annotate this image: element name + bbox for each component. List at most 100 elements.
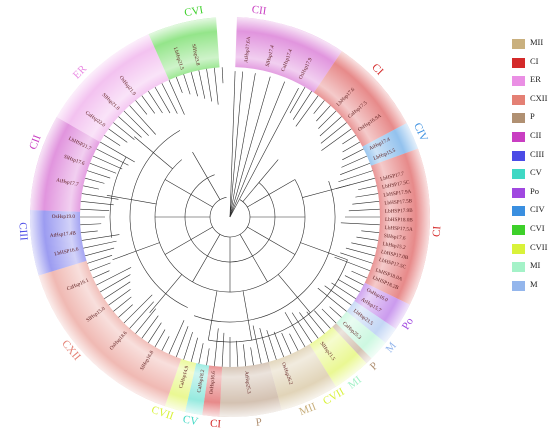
inner-branch xyxy=(247,179,296,208)
clade-label-ci: CI xyxy=(210,418,222,431)
leaf-branch xyxy=(141,95,156,114)
leaf-branch xyxy=(299,312,319,339)
leaf-branch xyxy=(355,193,379,198)
legend-item-ci: CI xyxy=(512,55,550,74)
legend-swatch xyxy=(512,131,525,142)
leaf-label: LbHSP17.9B xyxy=(385,208,414,215)
legend-item-mi: MI xyxy=(512,259,550,278)
inner-branch xyxy=(192,234,221,283)
leaf-label: AtHsp17.6A xyxy=(243,36,252,63)
leaf-branch xyxy=(289,333,299,351)
leaf-branch xyxy=(316,105,331,122)
legend-item-cii: CII xyxy=(512,129,550,148)
leaf-branch xyxy=(295,95,319,127)
leaf-branch xyxy=(96,148,129,166)
leaf-label: CaHsp18.2 xyxy=(196,369,206,393)
leaf-branch xyxy=(81,193,119,200)
inner-branch xyxy=(164,226,213,255)
legend-swatch xyxy=(512,39,525,49)
legend-swatch xyxy=(512,187,525,198)
leaf-branch xyxy=(321,308,337,324)
legend-item-m: M xyxy=(512,278,550,297)
leaf-branch xyxy=(292,91,312,120)
inner-branch xyxy=(302,184,351,198)
legend-swatch xyxy=(512,169,525,180)
leaf-branch xyxy=(351,242,377,249)
leaf-label: OsHsp19.0 xyxy=(52,214,76,220)
legend-item-mii: MII xyxy=(512,36,550,55)
leaf-branch xyxy=(148,91,163,114)
leaf-branch xyxy=(342,135,356,145)
inner-branch xyxy=(134,136,173,170)
leaf-branch xyxy=(206,68,212,102)
leaf-branch xyxy=(175,326,189,358)
leaf-branch xyxy=(190,337,198,362)
leaf-branch xyxy=(214,67,219,105)
leaf-branch xyxy=(334,256,371,272)
clade-label-cv: CV xyxy=(182,413,199,428)
leaf-branch xyxy=(340,252,373,264)
leaf-branch xyxy=(259,328,270,362)
legend-label: CIV xyxy=(530,204,545,215)
leaf-branch xyxy=(83,185,99,190)
legend-item-cvi: CVI xyxy=(512,222,550,241)
legend-item-cvii: CVII xyxy=(512,241,550,260)
leaf-branch xyxy=(118,304,133,318)
inner-branch xyxy=(192,151,221,200)
inner-branch xyxy=(242,290,253,341)
leaf-label: LbHSP18.0B xyxy=(385,217,413,223)
leaf-branch xyxy=(161,336,170,351)
legend-label: CVI xyxy=(530,222,545,233)
leaf-label: AtHsp17.7 xyxy=(56,177,80,188)
leaf-branch xyxy=(351,270,368,279)
leaf-branch xyxy=(183,331,193,360)
leaf-branch xyxy=(198,70,206,99)
leaf-branch xyxy=(89,262,111,272)
leaf-branch xyxy=(108,128,128,143)
leaf-label: LbHSP17.5B xyxy=(384,198,413,206)
inner-branch xyxy=(149,274,183,313)
leaf-label: SlHsp17.6 xyxy=(383,233,406,242)
leaf-branch xyxy=(80,208,110,211)
legend-label: P xyxy=(530,111,535,122)
leaf-branch xyxy=(96,267,132,286)
leaf-label: OsHsp16.6 xyxy=(209,370,217,394)
leaf-label: LbHSP17.9A xyxy=(383,189,412,199)
legend-label: CXII xyxy=(530,92,548,103)
legend-label: Po xyxy=(530,185,539,196)
leaf-branch xyxy=(89,162,117,174)
leaf-branch xyxy=(341,155,368,168)
inner-branch xyxy=(164,179,213,208)
leaf-branch xyxy=(129,105,156,135)
leaf-branch xyxy=(340,162,371,175)
clade-label-cii: CII xyxy=(27,133,44,151)
leaf-branch xyxy=(348,208,380,212)
leaf-label: LbHsp15.2 xyxy=(382,241,406,251)
leaf-branch xyxy=(321,128,352,151)
leaf-branch xyxy=(168,320,185,355)
root-branch xyxy=(229,87,299,218)
root-branch xyxy=(229,73,256,218)
legend-swatch xyxy=(512,94,525,105)
legend-item-cv: CV xyxy=(512,166,550,185)
legend-label: CII xyxy=(530,129,542,140)
leaf-branch xyxy=(250,347,254,366)
leaf-branch xyxy=(352,201,380,205)
leaf-branch xyxy=(168,79,185,115)
leaf-branch xyxy=(135,308,156,334)
legend-label: ER xyxy=(530,74,541,85)
legend-item-po: Po xyxy=(512,185,550,204)
clade-label-p: P xyxy=(255,416,263,429)
legend-swatch xyxy=(512,243,525,254)
leaf-branch xyxy=(148,322,162,343)
leaf-branch xyxy=(236,340,239,367)
leaf-branch xyxy=(129,301,154,329)
leaf-branch xyxy=(87,170,111,179)
leaf-branch xyxy=(273,331,285,358)
legend-item-civ: CIV xyxy=(512,203,550,222)
leaf-branch xyxy=(318,110,337,129)
leaf-branch xyxy=(342,148,364,161)
legend-label: M xyxy=(530,278,538,289)
leaf-branch xyxy=(104,135,121,146)
